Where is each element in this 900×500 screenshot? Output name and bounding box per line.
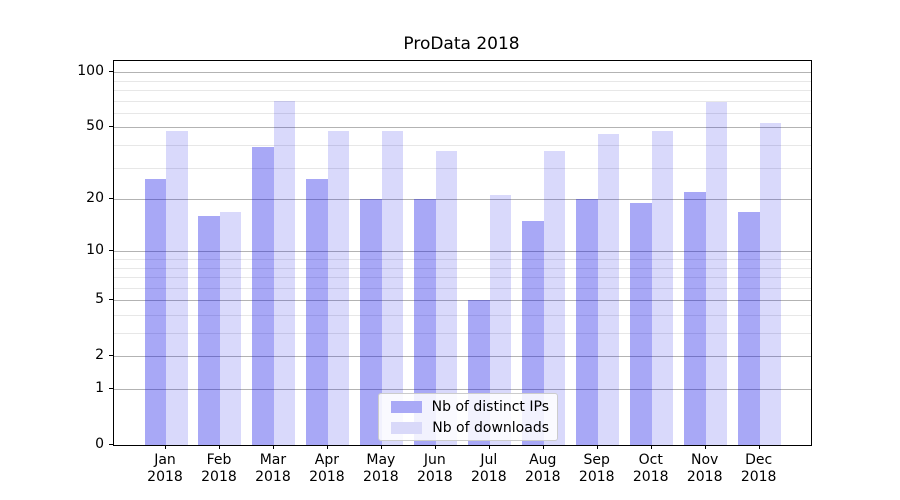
minor-gridline	[114, 112, 811, 114]
bar-ips-may	[360, 199, 382, 445]
x-tick-label: Dec 2018	[740, 452, 777, 485]
minor-gridline	[114, 145, 811, 147]
x-tick-mark	[165, 445, 166, 449]
y-tick-mark	[109, 198, 113, 200]
y-tick-label: 0	[95, 436, 104, 452]
bar-downloads-jul	[489, 195, 512, 445]
bar-ips-apr	[306, 178, 328, 445]
x-tick-label: Nov 2018	[686, 452, 723, 485]
bar-downloads-jan	[166, 130, 188, 445]
bar-ips-feb	[198, 216, 220, 445]
major-gridline	[114, 389, 811, 390]
bar-downloads-jun	[435, 151, 458, 445]
y-tick-label: 2	[95, 347, 104, 364]
major-gridline	[114, 199, 811, 201]
x-tick-label: Aug 2018	[524, 452, 561, 485]
bar-ips-sep	[576, 199, 598, 445]
legend-item-distinct-ips: Nb of distinct IPs	[387, 399, 549, 415]
chart-title: ProData 2018	[403, 34, 520, 54]
legend-swatch-distinct-ips	[391, 400, 422, 413]
major-gridline	[114, 356, 811, 358]
minor-gridline	[114, 259, 811, 260]
minor-gridline	[114, 314, 811, 316]
bar-downloads-mar	[273, 100, 296, 445]
bar-ips-jun	[414, 199, 436, 445]
major-gridline	[114, 72, 811, 74]
major-gridline	[114, 127, 811, 129]
x-tick-mark	[380, 445, 382, 449]
x-tick-mark	[488, 445, 490, 449]
x-tick-mark	[434, 445, 436, 449]
bar-downloads-aug	[543, 151, 566, 445]
y-tick-label: 1	[95, 380, 104, 396]
x-tick-mark	[272, 445, 274, 449]
y-tick-label: 20	[86, 190, 104, 207]
minor-gridline	[114, 90, 811, 92]
bar-downloads-apr	[327, 130, 350, 445]
legend-swatch-downloads	[391, 421, 423, 434]
y-tick-label: 5	[95, 291, 104, 308]
legend-label-downloads: Nb of downloads	[432, 419, 549, 436]
minor-gridline	[114, 287, 811, 289]
x-tick-label: Feb 2018	[201, 452, 237, 485]
major-gridline	[114, 300, 811, 302]
bar-ips-dec	[738, 211, 760, 445]
x-tick-mark	[596, 445, 598, 449]
legend: Nb of distinct IPs Nb of downloads	[378, 393, 558, 441]
x-tick-label: Mar 2018	[255, 452, 291, 485]
y-tick-label: 100	[77, 63, 104, 80]
x-tick-label: Jan 2018	[147, 452, 183, 485]
bar-ips-nov	[684, 191, 706, 445]
bar-downloads-may	[381, 130, 404, 445]
x-tick-mark	[758, 445, 760, 449]
x-tick-label: May 2018	[363, 452, 399, 485]
minor-gridline	[114, 80, 811, 82]
x-tick-label: Jun 2018	[417, 452, 453, 485]
x-tick-label: Sep 2018	[578, 452, 615, 485]
minor-gridline	[114, 100, 811, 102]
bar-ips-aug	[522, 221, 544, 445]
x-tick-label: Oct 2018	[632, 452, 669, 485]
y-tick-mark	[109, 71, 113, 73]
x-tick-label: Jul 2018	[470, 452, 507, 485]
x-tick-mark	[326, 445, 328, 449]
bar-downloads-dec	[759, 122, 782, 445]
x-tick-mark	[218, 445, 220, 449]
bar-ips-oct	[630, 203, 652, 445]
y-tick-label: 50	[86, 118, 104, 135]
y-tick-mark	[109, 126, 113, 128]
bar-ips-jan	[144, 178, 166, 445]
minor-gridline	[114, 267, 811, 269]
x-tick-mark	[542, 445, 544, 449]
major-gridline	[114, 251, 811, 253]
x-tick-label: Apr 2018	[309, 452, 345, 485]
bar-downloads-oct	[651, 130, 674, 445]
y-tick-mark	[109, 250, 113, 252]
legend-label-distinct-ips: Nb of distinct IPs	[431, 398, 549, 415]
bar-downloads-nov	[705, 101, 728, 445]
y-tick-mark	[109, 444, 113, 445]
minor-gridline	[114, 333, 811, 335]
bar-downloads-sep	[597, 134, 620, 445]
plot-area	[113, 60, 812, 446]
legend-item-downloads: Nb of downloads	[387, 420, 549, 436]
x-tick-mark	[704, 445, 706, 449]
minor-gridline	[114, 167, 811, 169]
x-tick-mark	[650, 445, 652, 449]
y-tick-label: 10	[86, 242, 104, 259]
minor-gridline	[114, 277, 811, 279]
y-tick-mark	[109, 299, 113, 301]
bar-ips-mar	[252, 147, 274, 445]
y-tick-mark	[109, 355, 113, 357]
y-tick-mark	[109, 388, 113, 389]
bar-downloads-feb	[219, 211, 242, 445]
